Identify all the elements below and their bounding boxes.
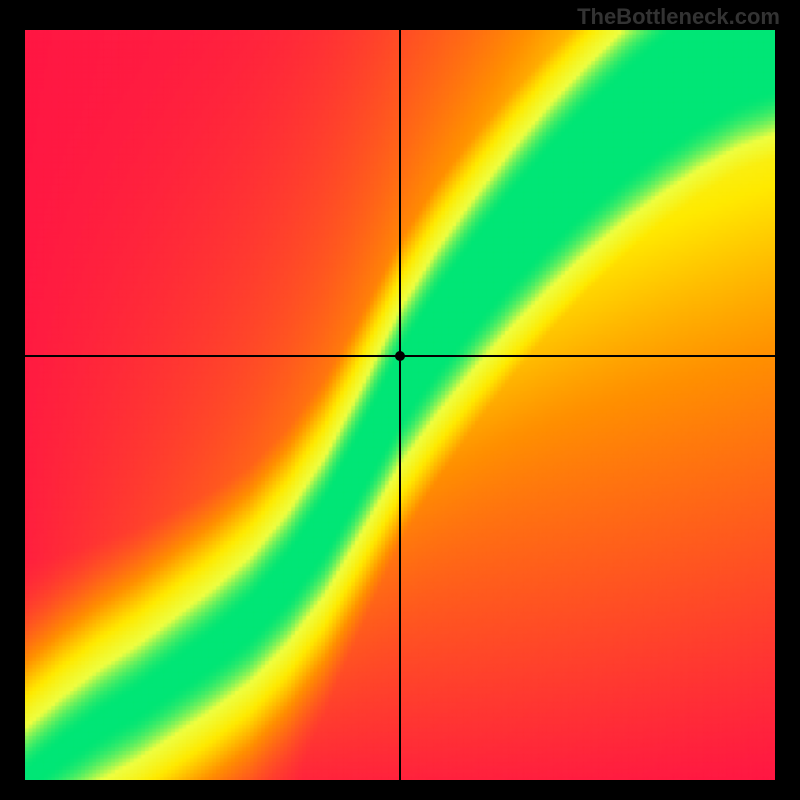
chart-container: TheBottleneck.com <box>0 0 800 800</box>
crosshair-vertical <box>399 30 401 780</box>
selection-marker <box>395 351 405 361</box>
watermark-text: TheBottleneck.com <box>577 4 780 30</box>
